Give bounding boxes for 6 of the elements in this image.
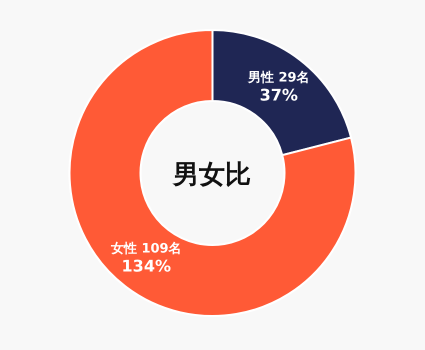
text: 男女比 [172,160,251,190]
slice-label: 女性 109名 [110,241,182,256]
slice-label: 男性 29名 [246,70,310,86]
text: 37% [260,86,298,105]
donut-slice [68,29,356,317]
text: 134% [122,256,171,276]
